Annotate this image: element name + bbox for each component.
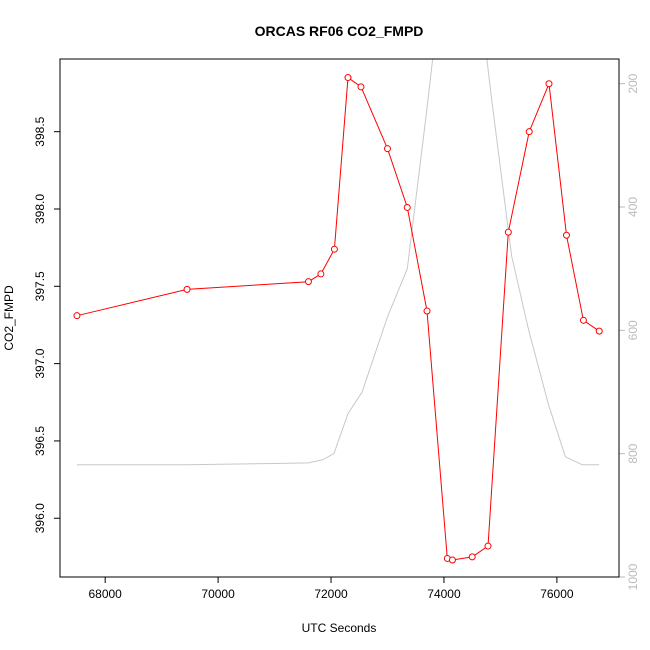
data-point (304, 278, 312, 286)
data-point (317, 270, 325, 278)
y-tick-label: 397.0 (33, 348, 47, 378)
data-point (73, 312, 81, 320)
x-axis: 68000 70000 72000 74000 76000 (88, 577, 574, 601)
y2-tick-label: 600 (626, 320, 640, 340)
series-layer (73, 59, 603, 564)
x-axis-label: UTC Seconds (302, 621, 377, 635)
data-point (357, 83, 365, 91)
series-line-right (76, 59, 600, 466)
x-tick-label: 68000 (88, 587, 122, 601)
y2-tick-label: 800 (626, 443, 640, 463)
y-axis-right: 200 400 600 800 1000 (619, 73, 640, 590)
data-point (403, 203, 411, 211)
data-point (448, 556, 456, 564)
y-tick-label: 398.0 (33, 194, 47, 224)
plot-frame (59, 58, 620, 578)
x-tick-label: 76000 (540, 587, 574, 601)
data-point (545, 80, 553, 88)
data-point (484, 542, 492, 550)
data-point (525, 128, 533, 136)
y-axis-left: 396.0 396.5 397.0 397.5 398.0 398.5 (33, 116, 60, 533)
y-axis-label: CO2_FMPD (2, 285, 16, 351)
y2-tick-label: 200 (626, 73, 640, 93)
x-tick-label: 70000 (201, 587, 235, 601)
data-point (344, 74, 352, 82)
y-tick-label: 397.5 (33, 271, 47, 301)
data-point (579, 316, 587, 324)
y-tick-label: 398.5 (33, 116, 47, 146)
data-point (468, 553, 476, 561)
y2-tick-label: 400 (626, 197, 640, 217)
data-point (183, 285, 191, 293)
data-point (423, 307, 431, 315)
data-point (595, 327, 603, 335)
data-point (330, 245, 338, 253)
x-tick-label: 72000 (314, 587, 348, 601)
data-point (383, 145, 391, 153)
x-tick-label: 74000 (427, 587, 461, 601)
series-line-left (76, 76, 600, 561)
y-tick-label: 396.0 (33, 503, 47, 533)
y2-tick-label: 1000 (626, 563, 640, 590)
data-point (562, 231, 570, 239)
y-tick-label: 396.5 (33, 426, 47, 456)
chart-title: ORCAS RF06 CO2_FMPD (255, 23, 424, 39)
data-point (504, 228, 512, 236)
